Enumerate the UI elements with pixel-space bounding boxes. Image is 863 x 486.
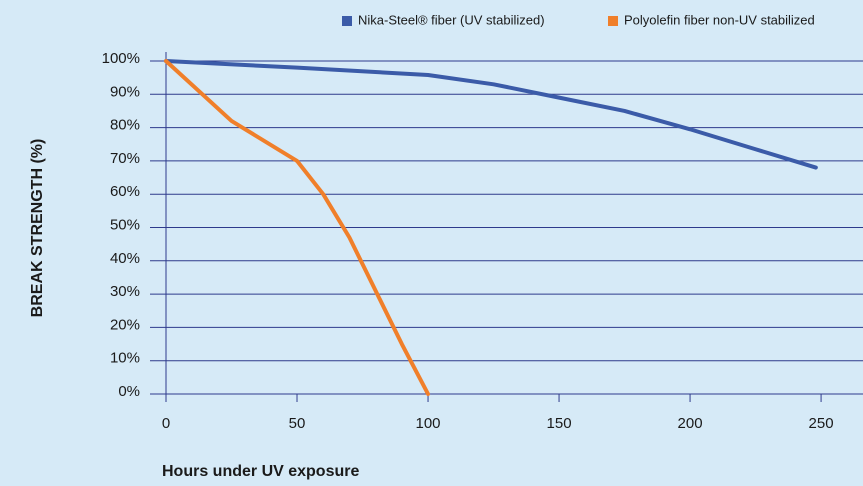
y-tick-label: 60% [110,183,140,200]
legend-swatch [608,16,618,26]
x-tick-label: 150 [547,415,572,432]
y-tick-label: 0% [118,383,140,400]
y-tick-label: 50% [110,216,140,233]
x-tick-label: 100 [416,415,441,432]
x-tick-label: 200 [678,415,703,432]
x-tick-label: 250 [809,415,834,432]
y-axis-title: BREAK STRENGTH (%) [29,139,46,318]
legend-text: Polyolefin fiber non-UV stabilized [624,12,815,27]
y-tick-label: 90% [110,83,140,100]
legend-text: Nika-Steel® fiber (UV stabilized) [358,12,545,27]
y-tick-label: 30% [110,283,140,300]
x-axis-title: Hours under UV exposure [162,463,359,480]
series-line [164,59,431,396]
x-tick-label: 50 [289,415,306,432]
y-tick-label: 100% [102,50,140,67]
legend-swatch [342,16,352,26]
y-tick-label: 10% [110,350,140,367]
series-line [164,59,818,170]
y-tick-label: 70% [110,150,140,167]
x-tick-label: 0 [162,415,170,432]
y-tick-label: 40% [110,250,140,267]
y-tick-label: 80% [110,117,140,134]
y-tick-label: 20% [110,316,140,333]
